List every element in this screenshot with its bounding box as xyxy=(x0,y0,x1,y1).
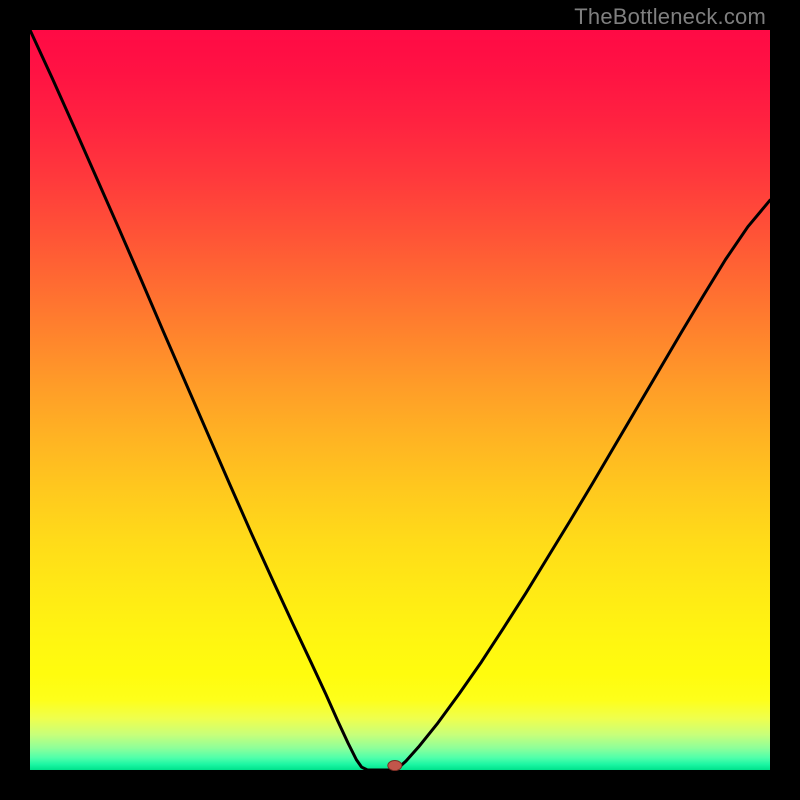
chart-frame: TheBottleneck.com xyxy=(0,0,800,800)
watermark-text: TheBottleneck.com xyxy=(574,4,766,30)
optimum-marker xyxy=(388,761,402,771)
plot-svg xyxy=(30,30,770,770)
plot-area xyxy=(30,30,770,770)
bottleneck-curve xyxy=(30,30,770,770)
